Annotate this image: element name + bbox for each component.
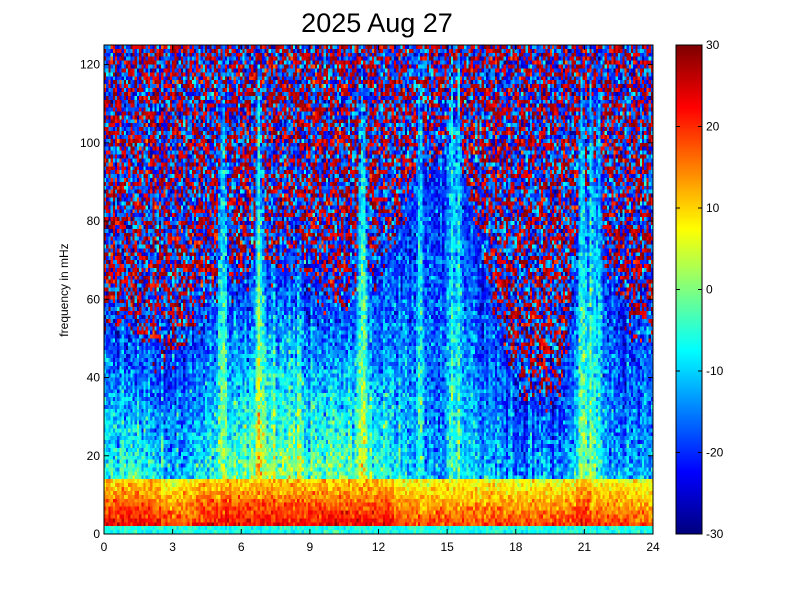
x-tick-label: 12 <box>372 540 386 554</box>
y-axis-label: frequency in mHz <box>57 243 71 336</box>
x-tick-label: 6 <box>238 540 245 554</box>
x-tick-label: 18 <box>509 540 523 554</box>
x-tick-label: 9 <box>307 540 314 554</box>
y-tick-label: 60 <box>87 292 101 306</box>
colorbar-tick-label: -10 <box>706 364 724 378</box>
colorbar-tick-label: 0 <box>706 283 713 297</box>
y-tick-label: 80 <box>87 214 101 228</box>
colorbar-tick-label: 10 <box>706 201 720 215</box>
y-tick-label: 0 <box>93 527 100 541</box>
colorbar: -30 -20 -10 0 10 20 30 <box>675 38 724 541</box>
x-axis: 0 3 6 9 12 15 18 21 24 <box>101 45 660 554</box>
colorbar-tick-label: -30 <box>706 527 724 541</box>
y-tick-label: 120 <box>80 58 100 72</box>
colorbar-gradient <box>676 45 702 534</box>
y-tick-label: 20 <box>87 449 101 463</box>
x-tick-label: 3 <box>169 540 176 554</box>
colorbar-tick-label: -20 <box>706 446 724 460</box>
colorbar-tick-label: 20 <box>706 120 720 134</box>
colorbar-ticks: -30 -20 -10 0 10 20 30 <box>676 38 724 541</box>
x-tick-label: 24 <box>646 540 660 554</box>
y-tick-label: 40 <box>87 371 101 385</box>
y-axis: 0 20 40 60 80 100 120 <box>80 58 653 541</box>
x-tick-label: 15 <box>440 540 454 554</box>
y-tick-label: 100 <box>80 136 100 150</box>
plot-area: 0 3 6 9 12 15 18 21 24 0 20 40 60 80 100 120 <box>80 44 660 554</box>
colorbar-tick-label: 30 <box>706 38 720 52</box>
chart-title: 2025 Aug 27 <box>301 8 453 38</box>
x-tick-label: 0 <box>101 540 108 554</box>
x-tick-label: 21 <box>578 540 592 554</box>
spectrogram-heatmap <box>104 45 653 534</box>
